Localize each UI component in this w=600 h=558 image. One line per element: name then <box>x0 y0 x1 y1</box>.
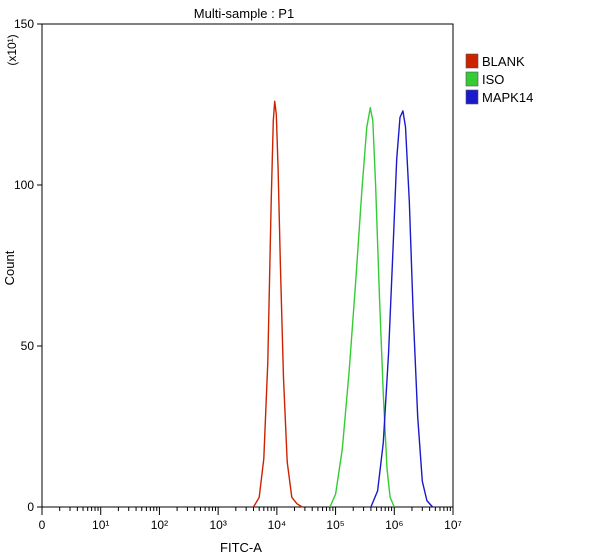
series-line-blank <box>252 100 303 508</box>
plot-area-frame <box>41 23 454 508</box>
y-axis-ticks: 0 50 100 150 <box>14 17 42 514</box>
chart-title: Multi-sample : P1 <box>194 6 294 21</box>
legend-label-blank: BLANK <box>482 54 525 69</box>
y-tick-label: 150 <box>14 17 34 31</box>
y-tick-label: 100 <box>14 178 34 192</box>
y-axis-label: Count <box>2 250 17 285</box>
x-tick-label: 10¹ <box>92 518 109 532</box>
y-tick-label: 50 <box>21 339 35 353</box>
legend-label-mapk14: MAPK14 <box>482 90 533 105</box>
x-tick-label: 10⁴ <box>268 518 287 532</box>
x-tick-label: 10⁷ <box>444 518 462 532</box>
x-tick-label: 0 <box>39 518 46 532</box>
y-tick-label: 0 <box>27 500 34 514</box>
legend: BLANK ISO MAPK14 <box>465 53 533 105</box>
x-axis-label: FITC-A <box>220 540 262 555</box>
x-tick-label: 10³ <box>209 518 226 532</box>
x-tick-label: 10⁵ <box>326 518 344 532</box>
x-tick-label: 10⁶ <box>385 518 403 532</box>
series-line-iso <box>329 106 395 508</box>
legend-swatch-mapk14 <box>465 89 479 105</box>
legend-swatch-blank <box>465 53 479 69</box>
legend-label-iso: ISO <box>482 72 504 87</box>
x-axis-ticks: 0 10¹ 10² 10³ 10⁴ 10⁵ 10⁶ 10⁷ <box>39 507 462 532</box>
histogram-series <box>252 100 434 508</box>
legend-swatch-iso <box>465 71 479 87</box>
x-tick-label: 10² <box>151 518 168 532</box>
y-multiplier-label: (x10¹) <box>5 34 19 65</box>
series-line-mapk14 <box>370 110 434 508</box>
